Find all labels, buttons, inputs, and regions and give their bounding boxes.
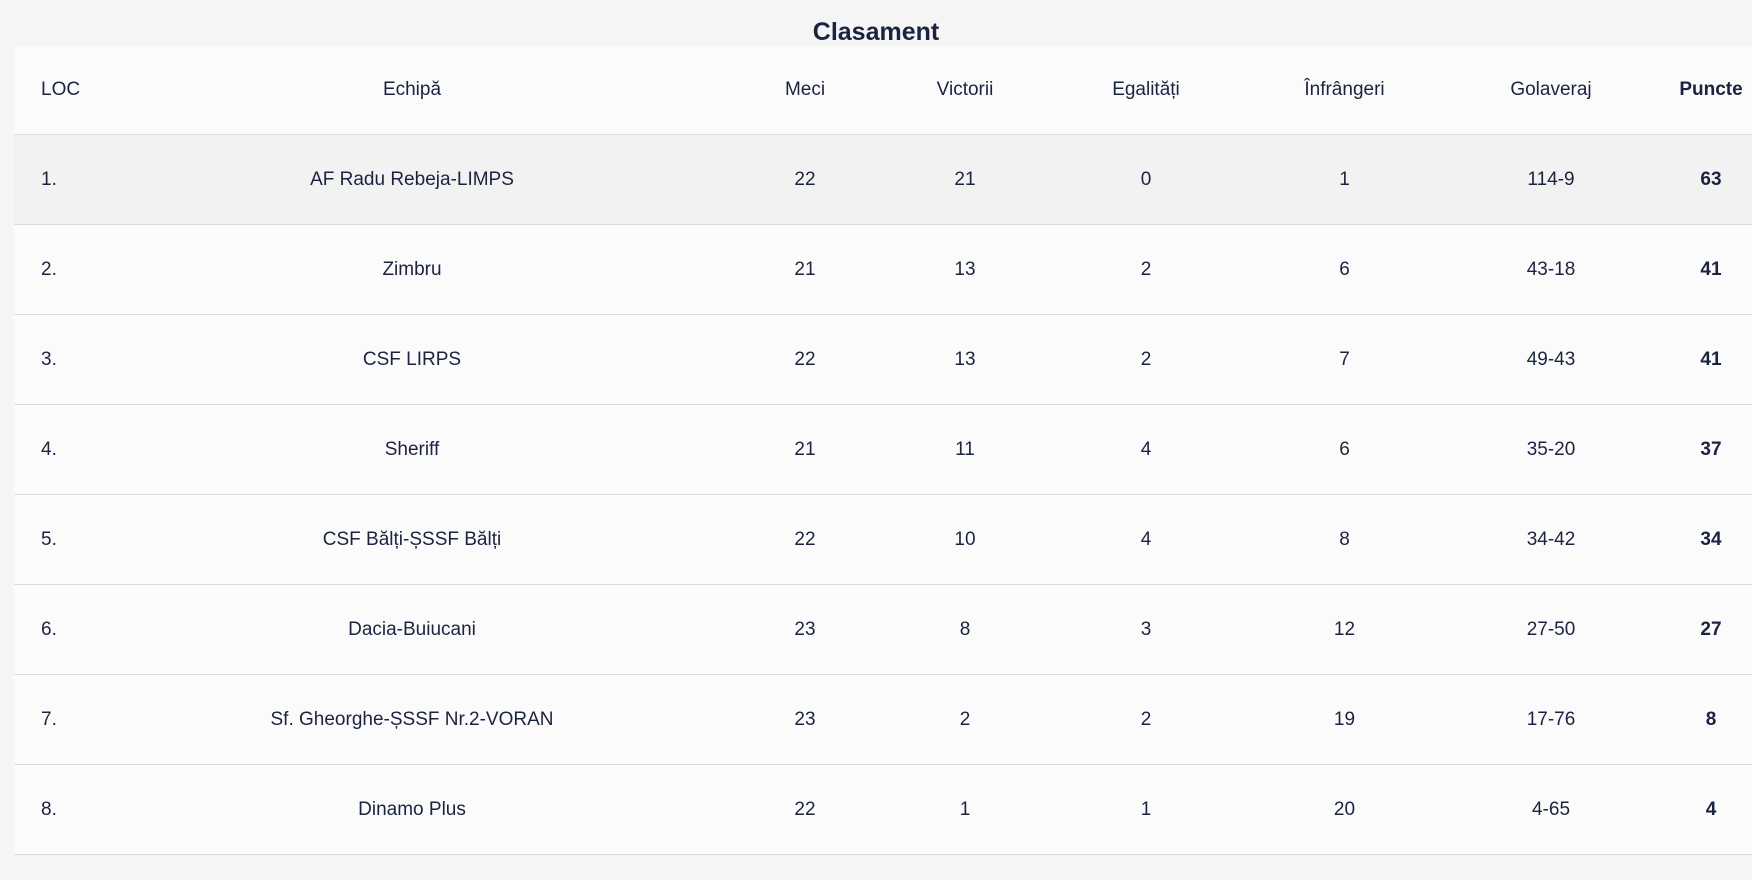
cell-points: 4 — [1670, 764, 1752, 855]
cell-wins: 2 — [895, 674, 1035, 765]
column-header-points: Puncte — [1670, 46, 1752, 135]
cell-losses: 6 — [1257, 404, 1432, 495]
cell-wins: 1 — [895, 764, 1035, 855]
table-row: 4. Sheriff 21 11 4 6 35-20 37 — [14, 404, 1752, 495]
cell-draws: 1 — [1035, 764, 1257, 855]
table-row: 7. Sf. Gheorghe-ȘSSF Nr.2-VORAN 23 2 2 1… — [14, 674, 1752, 765]
cell-team: Zimbru — [109, 224, 715, 315]
cell-draws: 0 — [1035, 134, 1257, 225]
cell-draws: 3 — [1035, 584, 1257, 675]
cell-wins: 13 — [895, 314, 1035, 405]
cell-points: 41 — [1670, 314, 1752, 405]
cell-draws: 4 — [1035, 494, 1257, 585]
cell-goals: 27-50 — [1432, 584, 1670, 675]
cell-wins: 13 — [895, 224, 1035, 315]
cell-team: Sheriff — [109, 404, 715, 495]
cell-losses: 1 — [1257, 134, 1432, 225]
cell-draws: 2 — [1035, 314, 1257, 405]
cell-points: 41 — [1670, 224, 1752, 315]
cell-loc: 7. — [14, 674, 109, 765]
table-row: 5. CSF Bălți-ȘSSF Bălți 22 10 4 8 34-42 … — [14, 494, 1752, 585]
column-header-loc: LOC — [14, 46, 109, 135]
cell-points: 34 — [1670, 494, 1752, 585]
cell-loc: 4. — [14, 404, 109, 495]
cell-goals: 17-76 — [1432, 674, 1670, 765]
cell-wins: 10 — [895, 494, 1035, 585]
cell-team: Dacia-Buiucani — [109, 584, 715, 675]
cell-losses: 12 — [1257, 584, 1432, 675]
cell-loc: 1. — [14, 134, 109, 225]
cell-loc: 3. — [14, 314, 109, 405]
cell-goals: 43-18 — [1432, 224, 1670, 315]
cell-team: Sf. Gheorghe-ȘSSF Nr.2-VORAN — [109, 674, 715, 765]
column-header-played: Meci — [715, 46, 895, 135]
cell-played: 21 — [715, 404, 895, 495]
cell-goals: 34-42 — [1432, 494, 1670, 585]
table-header-row: LOC Echipă Meci Victorii Egalități Înfrâ… — [14, 46, 1752, 135]
cell-wins: 8 — [895, 584, 1035, 675]
cell-played: 23 — [715, 584, 895, 675]
standings-table: LOC Echipă Meci Victorii Egalități Înfrâ… — [14, 46, 1752, 855]
cell-wins: 21 — [895, 134, 1035, 225]
cell-losses: 20 — [1257, 764, 1432, 855]
cell-goals: 114-9 — [1432, 134, 1670, 225]
column-header-draws: Egalități — [1035, 46, 1257, 135]
table-row: 6. Dacia-Buiucani 23 8 3 12 27-50 27 — [14, 584, 1752, 675]
cell-played: 22 — [715, 314, 895, 405]
cell-losses: 19 — [1257, 674, 1432, 765]
cell-draws: 4 — [1035, 404, 1257, 495]
page-title: Clasament — [812, 18, 940, 46]
cell-team: CSF LIRPS — [109, 314, 715, 405]
column-header-goals: Golaveraj — [1432, 46, 1670, 135]
cell-wins: 11 — [895, 404, 1035, 495]
cell-played: 22 — [715, 764, 895, 855]
column-header-wins: Victorii — [895, 46, 1035, 135]
cell-played: 22 — [715, 494, 895, 585]
table-row: 1. AF Radu Rebeja-LIMPS 22 21 0 1 114-9 … — [14, 134, 1752, 225]
cell-goals: 4-65 — [1432, 764, 1670, 855]
cell-points: 63 — [1670, 134, 1752, 225]
cell-played: 23 — [715, 674, 895, 765]
cell-draws: 2 — [1035, 224, 1257, 315]
table-row: 2. Zimbru 21 13 2 6 43-18 41 — [14, 224, 1752, 315]
table-row: 8. Dinamo Plus 22 1 1 20 4-65 4 — [14, 764, 1752, 855]
cell-loc: 5. — [14, 494, 109, 585]
cell-team: Dinamo Plus — [109, 764, 715, 855]
cell-team: CSF Bălți-ȘSSF Bălți — [109, 494, 715, 585]
cell-team: AF Radu Rebeja-LIMPS — [109, 134, 715, 225]
cell-losses: 8 — [1257, 494, 1432, 585]
cell-losses: 7 — [1257, 314, 1432, 405]
cell-points: 37 — [1670, 404, 1752, 495]
standings-table-container: LOC Echipă Meci Victorii Egalități Înfrâ… — [14, 46, 1752, 855]
cell-points: 27 — [1670, 584, 1752, 675]
cell-loc: 6. — [14, 584, 109, 675]
table-row: 3. CSF LIRPS 22 13 2 7 49-43 41 — [14, 314, 1752, 405]
cell-draws: 2 — [1035, 674, 1257, 765]
cell-loc: 8. — [14, 764, 109, 855]
cell-losses: 6 — [1257, 224, 1432, 315]
cell-played: 22 — [715, 134, 895, 225]
cell-goals: 35-20 — [1432, 404, 1670, 495]
cell-goals: 49-43 — [1432, 314, 1670, 405]
column-header-team: Echipă — [109, 46, 715, 135]
cell-points: 8 — [1670, 674, 1752, 765]
cell-played: 21 — [715, 224, 895, 315]
cell-loc: 2. — [14, 224, 109, 315]
column-header-losses: Înfrângeri — [1257, 46, 1432, 135]
